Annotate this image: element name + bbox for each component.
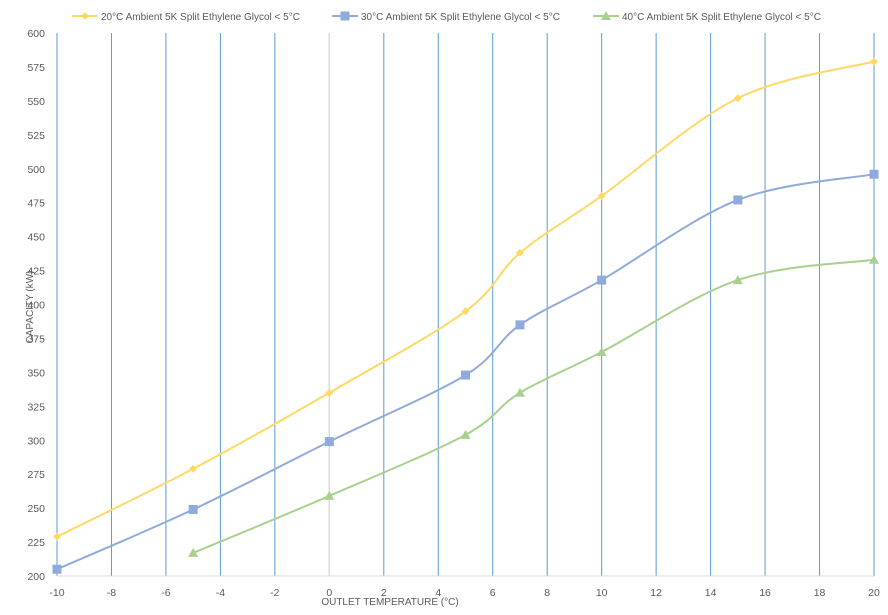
x-tick-label: 18 xyxy=(814,587,826,599)
data-point xyxy=(601,11,611,20)
legend-item: 20°C Ambient 5K Split Ethylene Glycol < … xyxy=(72,12,300,23)
axes: 2002252502753003253503754004254504755005… xyxy=(27,28,880,599)
x-tick-label: 16 xyxy=(759,587,771,599)
y-axis-title: CAPACITY (kW) xyxy=(25,271,36,344)
data-point xyxy=(324,490,335,500)
series-lines xyxy=(52,57,879,574)
x-tick-label: 2 xyxy=(381,587,387,599)
y-tick-label: 275 xyxy=(27,469,45,481)
y-tick-label: 350 xyxy=(27,367,45,379)
data-point xyxy=(340,11,350,21)
legend-item: 40°C Ambient 5K Split Ethylene Glycol < … xyxy=(593,11,821,23)
x-tick-label: -6 xyxy=(161,587,170,599)
y-tick-label: 375 xyxy=(27,333,45,345)
y-tick-label: 200 xyxy=(27,571,45,583)
data-point xyxy=(514,387,525,397)
legend-label: 30°C Ambient 5K Split Ethylene Glycol < … xyxy=(361,12,560,23)
x-tick-label: 14 xyxy=(705,587,717,599)
data-point xyxy=(52,564,62,574)
x-tick-label: 8 xyxy=(544,587,550,599)
data-point xyxy=(188,547,199,557)
data-point xyxy=(325,388,334,397)
y-tick-label: 325 xyxy=(27,401,45,413)
data-point xyxy=(869,254,879,264)
y-tick-label: 500 xyxy=(27,164,45,176)
series-line xyxy=(192,258,875,554)
y-tick-label: 600 xyxy=(27,28,45,40)
x-tick-label: 20 xyxy=(868,587,880,599)
x-tick-label: -8 xyxy=(107,587,116,599)
data-point xyxy=(732,275,743,285)
series xyxy=(52,169,879,574)
data-point xyxy=(324,437,334,447)
data-point xyxy=(53,532,61,541)
x-tick-label: 10 xyxy=(596,587,608,599)
y-tick-label: 550 xyxy=(27,96,45,108)
legend-label: 40°C Ambient 5K Split Ethylene Glycol < … xyxy=(622,12,821,23)
data-point xyxy=(189,464,198,473)
data-point xyxy=(596,347,607,357)
legend-item: 30°C Ambient 5K Split Ethylene Glycol < … xyxy=(332,11,560,23)
y-tick-label: 400 xyxy=(27,300,45,312)
data-point xyxy=(597,275,607,285)
y-tick-label: 475 xyxy=(27,198,45,210)
series xyxy=(53,57,878,541)
x-tick-label: 12 xyxy=(650,587,662,599)
y-tick-label: 425 xyxy=(27,266,45,278)
data-point xyxy=(733,94,742,103)
x-tick-label: -10 xyxy=(49,587,64,599)
y-tick-label: 300 xyxy=(27,435,45,447)
data-point xyxy=(188,504,198,514)
data-point xyxy=(461,307,470,316)
x-tick-label: -4 xyxy=(216,587,225,599)
data-point xyxy=(733,195,743,205)
y-tick-label: 250 xyxy=(27,503,45,515)
series xyxy=(188,254,879,557)
data-point xyxy=(870,57,878,66)
data-point xyxy=(515,248,524,257)
x-tick-label: 6 xyxy=(490,587,496,599)
data-point xyxy=(461,370,470,380)
data-point xyxy=(460,429,471,439)
grid-lines xyxy=(110,33,875,576)
legend: 20°C Ambient 5K Split Ethylene Glycol < … xyxy=(72,11,821,23)
x-axis-title: OUTLET TEMPERATURE (°C) xyxy=(321,597,458,608)
x-tick-label: -2 xyxy=(270,587,279,599)
y-tick-label: 575 xyxy=(27,62,45,74)
data-point xyxy=(869,169,879,179)
data-point xyxy=(597,191,606,200)
x-tick-label: 0 xyxy=(326,587,332,599)
x-tick-label: 4 xyxy=(435,587,441,599)
data-point xyxy=(81,12,89,20)
y-tick-label: 225 xyxy=(27,537,45,549)
legend-label: 20°C Ambient 5K Split Ethylene Glycol < … xyxy=(101,12,300,23)
y-tick-label: 450 xyxy=(27,232,45,244)
series-line xyxy=(56,60,875,538)
y-tick-label: 525 xyxy=(27,130,45,142)
data-point xyxy=(515,320,525,330)
